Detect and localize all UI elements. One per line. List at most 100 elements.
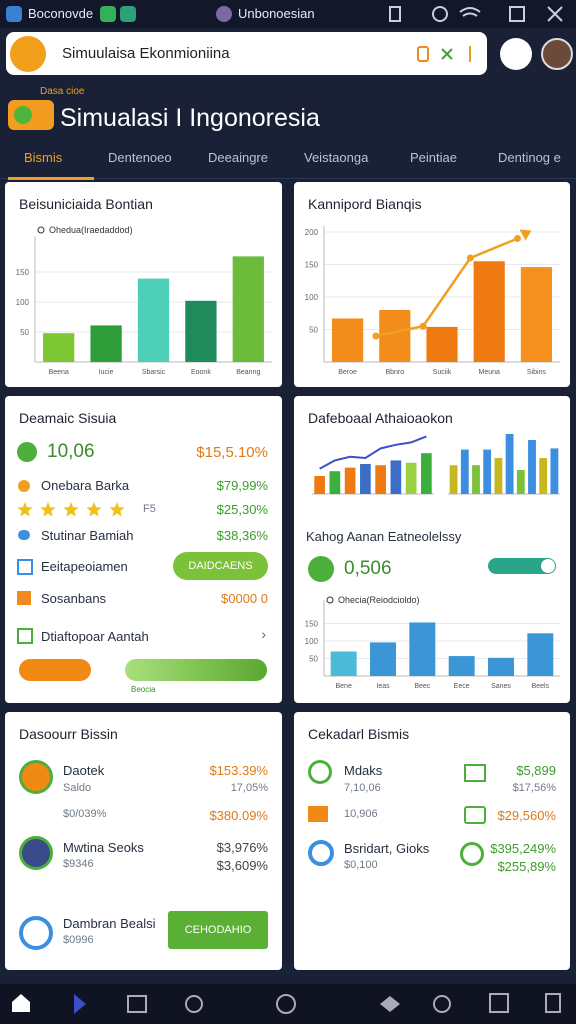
tab[interactable]: Veistaonga: [304, 150, 369, 165]
bar: [405, 462, 417, 494]
bar: [137, 278, 170, 362]
icon: [17, 591, 31, 605]
nav-icon[interactable]: [185, 995, 203, 1013]
chevron[interactable]: ›: [261, 626, 266, 642]
icon[interactable]: [432, 6, 448, 22]
profile-button[interactable]: [500, 38, 532, 70]
row-label: Eeitapeoiamen: [41, 559, 128, 574]
bar: [330, 651, 357, 676]
item-name: Mwtina Seoks: [63, 840, 144, 855]
avatar[interactable]: [541, 38, 573, 70]
app-icon: [120, 6, 136, 22]
search-bar[interactable]: Simuulaisa Ekonmioniina: [6, 32, 487, 75]
check-icon: [308, 556, 334, 582]
card: Cekadarl Bismis Mdaks 7,10,06 $5,899 $17…: [294, 712, 570, 970]
nav-icon[interactable]: [433, 995, 451, 1013]
nav-icon[interactable]: [276, 994, 296, 1014]
card-title: Deamaic Sisuia: [19, 410, 117, 426]
item-icon: [19, 760, 53, 794]
icon: [459, 7, 481, 17]
x-tick-label: Meuna: [478, 369, 500, 376]
trend-point: [466, 254, 474, 262]
tab-icon: [216, 6, 232, 22]
item-name: Bsridart, Gioks: [344, 841, 430, 856]
tab[interactable]: Deeaingre: [208, 150, 268, 165]
nav-icon[interactable]: [489, 993, 509, 1013]
card-title: Cekadarl Bismis: [308, 726, 410, 742]
rating-label: F5: [143, 503, 156, 515]
y-tick-label: 50: [309, 326, 318, 335]
y-tick-label: 50: [20, 328, 29, 337]
tab[interactable]: Dentinog e: [498, 150, 561, 165]
x-tick-label: Sibins: [527, 369, 547, 376]
mini-chart: [448, 434, 560, 495]
action-button[interactable]: DAIDCAENS: [173, 552, 268, 580]
metric: 10,06: [47, 441, 95, 462]
bar-chart: 50 100 150 Ohecia(Reiodcioldo) Bene Ieas Beec E…: [305, 595, 560, 690]
bar: [483, 449, 492, 494]
status-bar: Boconovde Unbonoesian: [0, 0, 576, 28]
x-tick-label: Sanes: [491, 683, 511, 690]
x-tick-label: Beroe: [338, 369, 357, 376]
icon: [17, 559, 33, 575]
tab-name[interactable]: Unbonoesian: [238, 6, 315, 21]
card-title: Kannipord Bianqis: [308, 196, 422, 212]
x-tick-label: Eece: [454, 683, 470, 690]
divider: [0, 178, 576, 179]
tab[interactable]: Bismis: [24, 150, 63, 165]
legend-marker: [326, 596, 334, 604]
bar: [379, 310, 411, 362]
item-sub: Saldo: [63, 782, 92, 794]
window-controls: [389, 6, 563, 22]
tab[interactable]: Dentenoeo: [108, 150, 172, 165]
item-value: $5,899: [516, 763, 556, 778]
bar: [528, 440, 536, 494]
nav-icon[interactable]: [74, 994, 86, 1014]
toggle[interactable]: [488, 558, 556, 574]
card: Kannipord Bianqis 50 100 150 200 Beroe Bbnro S…: [294, 182, 570, 387]
bar: [494, 458, 503, 494]
bar: [329, 471, 341, 494]
x-tick-label: Beena: [49, 369, 69, 376]
search-text[interactable]: Simuulaisa Ekonmioniina: [62, 45, 230, 62]
progress-segment: [19, 659, 91, 681]
y-tick-label: 100: [16, 298, 30, 307]
x-tick-label: Ieas: [376, 683, 390, 690]
nav-icon[interactable]: [545, 993, 561, 1013]
icon[interactable]: [389, 6, 401, 22]
progress-label: Beocia: [131, 685, 156, 694]
item-value: $3,976%: [216, 840, 268, 855]
row-value: $38,36%: [216, 528, 268, 543]
maximize[interactable]: [509, 6, 525, 22]
item-value: $380.09%: [209, 808, 268, 823]
tab[interactable]: Peintiae: [410, 150, 457, 165]
close[interactable]: [547, 6, 563, 22]
bar: [360, 464, 371, 494]
x-tick-label: Beanng: [236, 369, 260, 376]
bar: [488, 657, 514, 676]
action-button[interactable]: CEHODAHIO: [168, 911, 268, 949]
card-title: Dasoourr Bissin: [19, 726, 118, 742]
bar: [90, 325, 122, 362]
nav-icon[interactable]: [127, 995, 147, 1013]
card: Dasoourr Bissin Daotek Saldo $153.39% 17…: [5, 712, 282, 970]
bar: [527, 633, 554, 676]
item-name: $0/039%: [63, 808, 107, 820]
item-value: $17,56%: [512, 782, 556, 794]
nav-icon[interactable]: [380, 996, 400, 1012]
row-value: $25,30%: [216, 502, 268, 517]
row-label: Onebara Barka: [41, 478, 130, 493]
icon[interactable]: [441, 48, 453, 60]
x-tick-label: Iucie: [99, 369, 114, 376]
item-icon: [460, 842, 484, 866]
app-icon: [6, 6, 22, 22]
legend-label: Ohedua(Iraedaddod): [49, 225, 133, 235]
home[interactable]: [12, 994, 30, 1012]
search-actions: [417, 46, 471, 62]
bar: [448, 656, 475, 676]
icon[interactable]: [417, 46, 429, 62]
y-tick-label: 100: [305, 293, 319, 302]
card: Beisuniciaida Bontian 50 100 150 Ohedua(Ira…: [5, 182, 282, 387]
trend-line: [375, 237, 518, 338]
nav-background: [0, 984, 576, 1024]
